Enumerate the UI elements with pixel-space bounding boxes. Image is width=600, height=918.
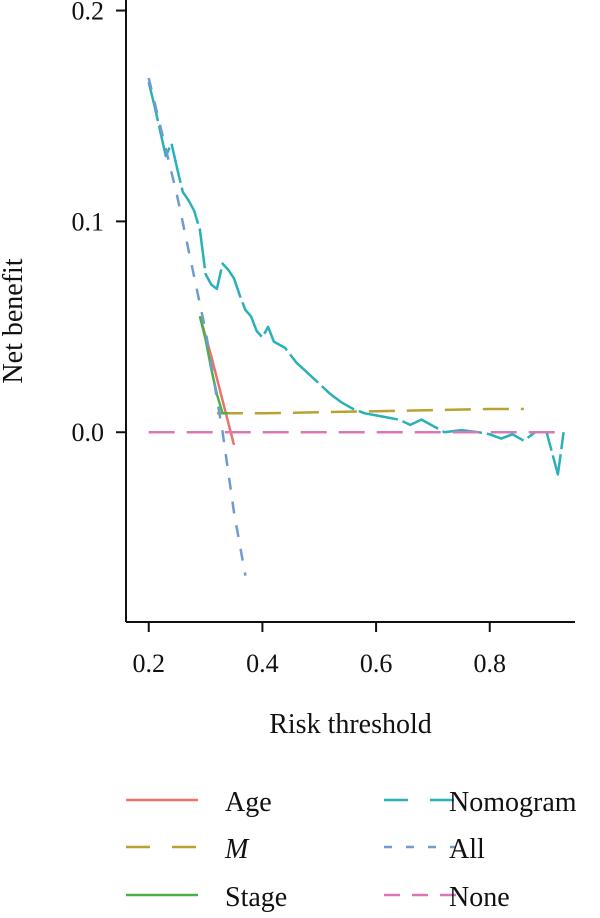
y-axis-title: Net benefit xyxy=(0,258,29,383)
legend-label-none: None xyxy=(449,882,510,913)
series-line-m xyxy=(216,407,524,415)
y-tick-label: 0.2 xyxy=(72,0,105,26)
legend-label-m: M xyxy=(224,834,250,865)
legend-label-all: All xyxy=(449,834,485,865)
legend-label-stage: Stage xyxy=(225,882,287,913)
x-tick-label: 0.2 xyxy=(132,649,165,678)
y-ticks: 0.0 0.1 0.2 xyxy=(72,0,126,447)
legend-label-nomogram: Nomogram xyxy=(449,787,577,818)
series-line-stage xyxy=(198,316,229,415)
legend: Age M Stage Nomogram All None xyxy=(126,787,577,913)
series-layer xyxy=(147,77,565,576)
x-ticks: 0.2 0.4 0.6 0.8 xyxy=(132,622,506,678)
series-line-all xyxy=(147,77,247,576)
x-axis-title: Risk threshold xyxy=(269,709,432,740)
x-tick-label: 0.4 xyxy=(246,649,279,678)
x-tick-label: 0.8 xyxy=(473,649,506,678)
axes: 0.2 0.4 0.6 0.8 0.0 0.1 0.2 xyxy=(72,0,575,678)
series-line-nomogram xyxy=(147,81,565,476)
x-tick-label: 0.6 xyxy=(360,649,393,678)
legend-label-age: Age xyxy=(225,787,272,818)
y-tick-label: 0.0 xyxy=(72,418,105,447)
y-tick-label: 0.1 xyxy=(72,207,105,236)
